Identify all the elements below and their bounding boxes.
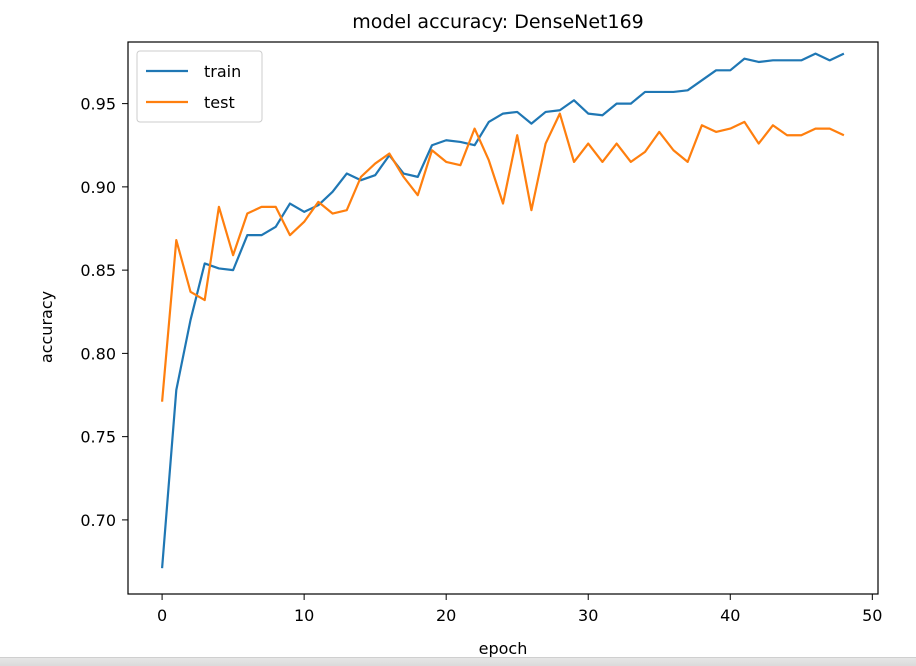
x-tick-label: 50 (862, 606, 882, 625)
legend-label-train: train (204, 62, 241, 81)
legend: train test (136, 50, 263, 123)
y-tick-label: 0.80 (80, 344, 116, 363)
y-tick-label: 0.95 (80, 95, 116, 114)
plot-area (160, 52, 845, 569)
x-tick-label: 0 (157, 606, 167, 625)
y-axis-label: accuracy (37, 291, 56, 363)
y-tick-label: 0.70 (80, 511, 116, 530)
x-tick-label: 40 (720, 606, 740, 625)
y-axis: 0.70 0.75 0.80 0.85 0.90 0.95 (80, 95, 128, 530)
legend-box (136, 50, 263, 123)
x-tick-label: 30 (578, 606, 598, 625)
x-axis-label: epoch (479, 639, 528, 657)
legend-label-test: test (204, 93, 235, 112)
series-line-test (160, 112, 845, 402)
x-tick-label: 20 (436, 606, 456, 625)
series-line-train (160, 52, 845, 569)
chart-title: model accuracy: DenseNet169 (352, 11, 644, 33)
window-bottom-edge (0, 657, 916, 666)
y-tick-label: 0.90 (80, 178, 116, 197)
x-axis: 0 10 20 30 40 50 (157, 594, 882, 625)
x-tick-label: 10 (294, 606, 314, 625)
axes-frame (127, 41, 879, 595)
y-tick-label: 0.75 (80, 428, 116, 447)
y-tick-label: 0.85 (80, 261, 116, 280)
